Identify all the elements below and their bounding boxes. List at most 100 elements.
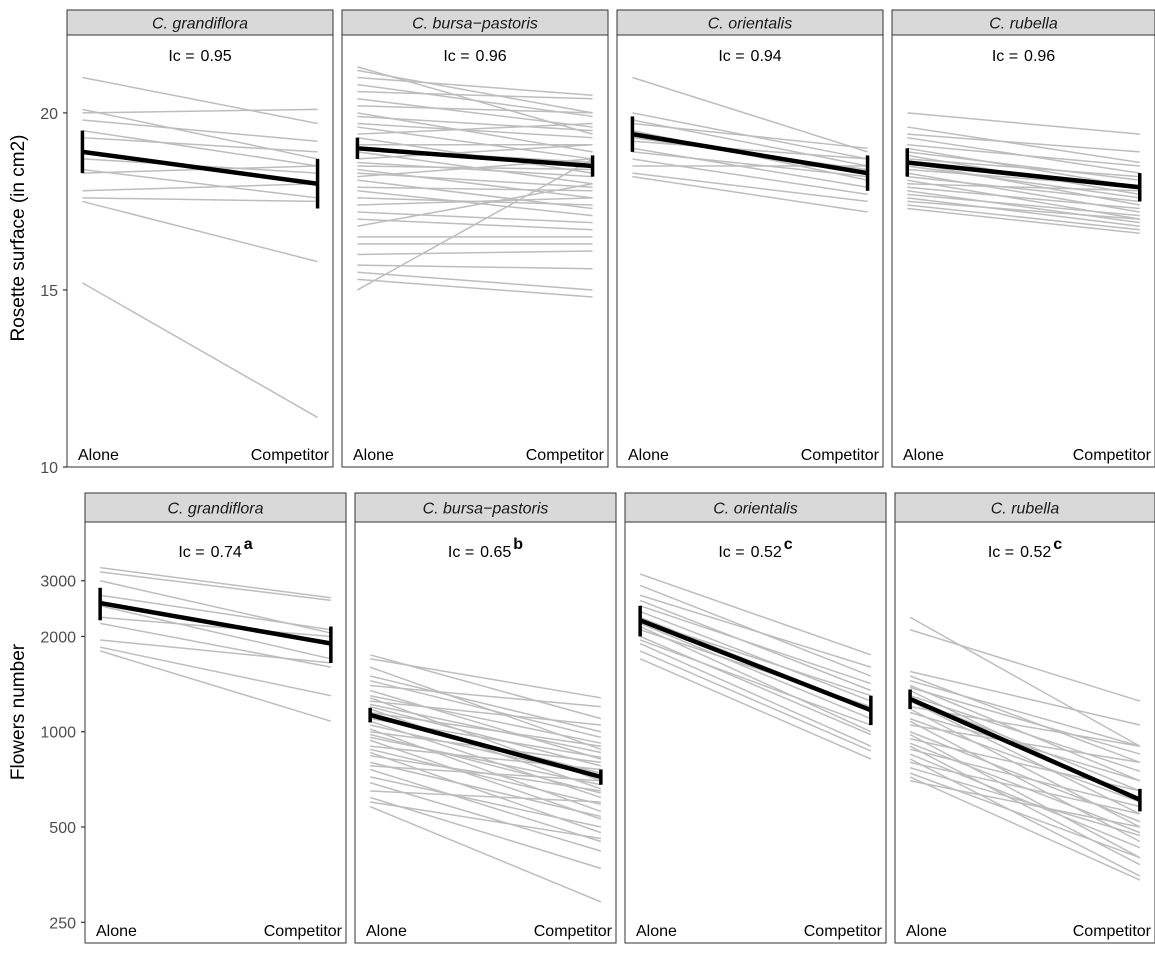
- individual-line: [909, 700, 1141, 815]
- individual-line: [357, 144, 593, 160]
- facet-title: C. bursa−pastoris: [412, 16, 538, 33]
- individual-line: [369, 796, 602, 870]
- individual-line: [639, 625, 872, 733]
- plot-area: [624, 521, 887, 944]
- individual-line: [907, 182, 1140, 192]
- individual-line: [370, 684, 601, 708]
- ic-label: Ic = 0.65 b: [448, 536, 523, 561]
- individual-line: [907, 112, 1140, 135]
- ic-value: 0.96: [1024, 48, 1055, 65]
- individual-line: [357, 161, 593, 178]
- individual-line: [909, 761, 1141, 815]
- individual-line: [82, 200, 318, 263]
- individual-line: [907, 158, 1140, 178]
- individual-line: [907, 197, 1140, 227]
- plot-area: [616, 34, 884, 468]
- ic-label: Ic = 0.94: [718, 48, 781, 65]
- individual-line: [357, 90, 593, 100]
- ic-label: Ic = 0.74 a: [178, 536, 252, 561]
- ic-prefix: Ic =: [448, 544, 474, 561]
- individual-line: [357, 97, 593, 128]
- individual-line: [100, 639, 331, 664]
- mean-line: [632, 131, 868, 176]
- individual-line: [369, 675, 602, 733]
- individual-line: [632, 147, 868, 189]
- individual-line: [632, 151, 868, 178]
- individual-line: [100, 594, 331, 631]
- individual-line: [370, 700, 601, 726]
- significance-letter: a: [244, 536, 253, 553]
- x-label-alone: Alone: [628, 447, 669, 464]
- x-label-competitor: Competitor: [804, 923, 883, 940]
- individual-line: [357, 122, 593, 139]
- individual-line: [369, 739, 602, 820]
- individual-line: [907, 204, 1140, 231]
- individual-line: [909, 776, 1141, 881]
- y-axis-title: Rosette surface (in cm2): [8, 135, 29, 342]
- mean-line: [82, 149, 318, 186]
- individual-line: [907, 190, 1140, 224]
- individual-line: [909, 720, 1141, 843]
- ic-label: Ic = 0.52 c: [988, 536, 1062, 561]
- individual-line: [369, 679, 602, 739]
- individual-line: [639, 650, 872, 752]
- individual-line: [909, 717, 1141, 803]
- y-tick-label: 1000: [40, 725, 76, 742]
- individual-line: [369, 748, 602, 805]
- mean-line: [909, 696, 1141, 802]
- individual-line: [357, 76, 593, 96]
- x-label-alone: Alone: [366, 923, 407, 940]
- individual-line: [369, 733, 602, 794]
- individual-line: [370, 790, 601, 803]
- ic-value: 0.65: [480, 544, 511, 561]
- individual-line: [82, 136, 318, 153]
- individual-line: [369, 776, 602, 828]
- individual-line: [639, 639, 872, 726]
- individual-line: [909, 616, 1141, 747]
- facet-panel: C. rubella Ic = 0.96 Alone Competitor: [891, 9, 1155, 468]
- individual-line: [100, 571, 331, 602]
- ic-prefix: Ic =: [718, 48, 744, 65]
- individual-line: [357, 197, 593, 206]
- individual-line: [639, 635, 872, 736]
- mean-line: [907, 160, 1140, 190]
- individual-line: [909, 733, 1141, 859]
- individual-line: [357, 271, 593, 291]
- plot-area: [354, 521, 617, 944]
- y-tick-label: 500: [49, 820, 76, 837]
- individual-line: [82, 108, 318, 160]
- y-axis-title: Flowers number: [8, 643, 29, 780]
- individual-line: [357, 69, 593, 114]
- facet-title: C. rubella: [989, 16, 1058, 33]
- individual-line: [909, 629, 1141, 702]
- significance-letter: c: [784, 536, 793, 553]
- facet-panel: C. grandiflora Ic = 0.95 Alone Competitor: [66, 9, 334, 468]
- individual-line: [632, 158, 868, 196]
- facet-strip: [354, 492, 617, 523]
- facet-strip: [616, 9, 884, 36]
- ic-prefix: Ic =: [992, 48, 1018, 65]
- individual-line: [100, 566, 331, 599]
- individual-line: [82, 282, 318, 419]
- individual-line: [907, 175, 1140, 203]
- y-tick-label: 250: [49, 915, 76, 932]
- ic-value: 0.94: [751, 48, 782, 65]
- plot-area: [66, 34, 334, 468]
- individual-line: [639, 610, 872, 702]
- individual-line: [632, 76, 868, 153]
- facet-panel: C. bursa−pastoris Ic = 0.96 Alone Competitor: [341, 9, 609, 468]
- individual-line: [909, 724, 1141, 764]
- individual-line: [357, 172, 593, 189]
- individual-line: [99, 646, 332, 697]
- facet-panel: C. grandiflora Ic = 0.74 a Alone Competitor: [84, 492, 347, 944]
- individual-line: [909, 748, 1141, 808]
- y-tick-label: 3000: [40, 574, 76, 591]
- individual-line: [909, 766, 1141, 837]
- x-label-competitor: Competitor: [801, 447, 880, 464]
- facet-strip: [894, 492, 1155, 523]
- individual-line: [909, 772, 1141, 859]
- individual-line: [907, 133, 1140, 153]
- individual-line: [357, 105, 593, 114]
- individual-line: [369, 782, 602, 852]
